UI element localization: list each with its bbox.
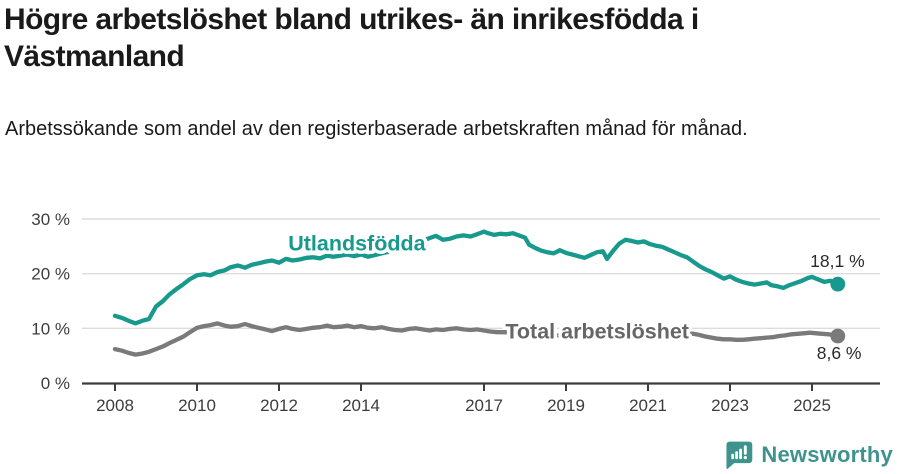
x-axis-tick-label: 2019 bbox=[547, 396, 585, 415]
y-axis-tick-label: 30 % bbox=[31, 210, 70, 229]
bar-3 bbox=[739, 448, 743, 460]
series-line bbox=[112, 321, 840, 357]
x-axis-tick-label: 2008 bbox=[96, 396, 134, 415]
y-axis-tick-label: 0 % bbox=[41, 374, 70, 393]
series-line bbox=[112, 229, 840, 326]
series-value-annotation: 18,1 % bbox=[810, 251, 864, 271]
exclamation-dot bbox=[744, 455, 748, 460]
x-axis-tick-label: 2021 bbox=[629, 396, 667, 415]
series-label: Utlandsfödda bbox=[288, 232, 426, 256]
newsworthy-wordmark: Newsworthy bbox=[761, 441, 893, 467]
x-axis-tick-label: 2017 bbox=[465, 396, 503, 415]
x-axis-tick-label: 2012 bbox=[260, 396, 298, 415]
y-axis-tick-label: 20 % bbox=[31, 265, 70, 284]
newsworthy-logo: Newsworthy bbox=[723, 438, 893, 471]
series-value-annotation: 8,6 % bbox=[817, 343, 862, 363]
x-axis-tick-label: 2023 bbox=[711, 396, 749, 415]
speech-bubble-bar-chart-icon bbox=[726, 441, 753, 470]
x-axis-tick-label: 2025 bbox=[793, 396, 831, 415]
x-axis-tick-label: 2010 bbox=[178, 396, 216, 415]
bar-1 bbox=[731, 453, 735, 460]
chart-title: Högre arbetslöshet bland utrikes- än inr… bbox=[4, 3, 699, 73]
series-end-dot bbox=[830, 276, 846, 292]
y-axis-tick-label: 10 % bbox=[31, 319, 70, 338]
exclamation-bar bbox=[744, 445, 748, 455]
series-label: Total arbetslöshet bbox=[505, 320, 689, 344]
x-axis-tick-label: 2014 bbox=[342, 396, 380, 415]
series-end-dot bbox=[830, 328, 846, 344]
bar-2 bbox=[735, 451, 739, 460]
chart-subtitle: Arbetssökande som andel av den registerb… bbox=[5, 118, 748, 140]
